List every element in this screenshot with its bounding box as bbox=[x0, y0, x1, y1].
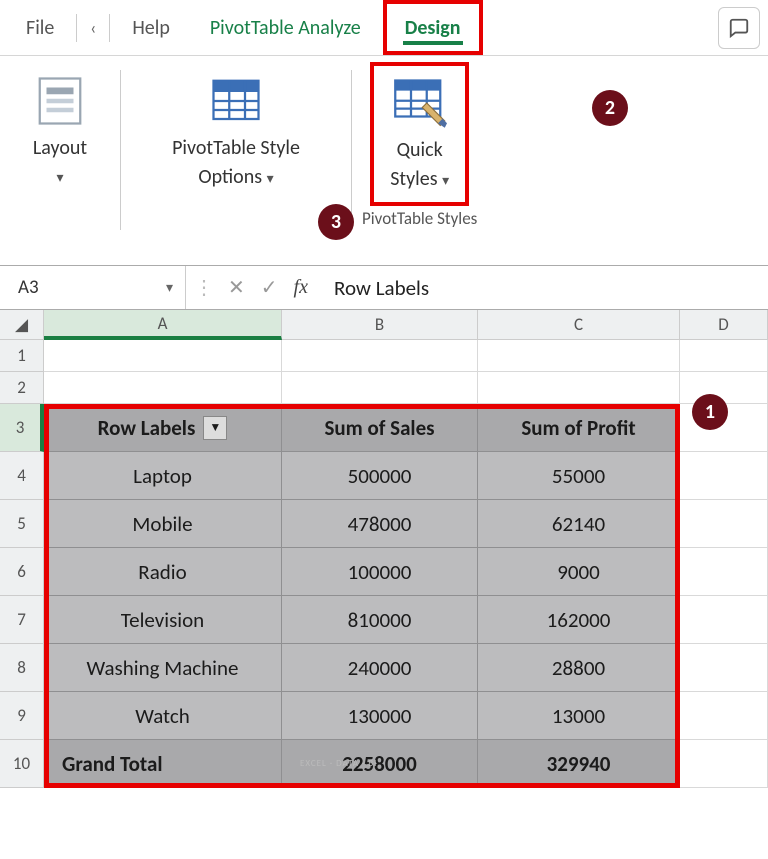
row-header-4[interactable]: 4 bbox=[0, 452, 44, 500]
quick-styles-text-1: Quick bbox=[397, 138, 443, 163]
tab-design-highlight: Design bbox=[383, 0, 483, 55]
quick-styles-button[interactable]: Quick Styles ▾ bbox=[370, 62, 469, 206]
column-headers: ◢ A B C D bbox=[0, 310, 768, 340]
column-header-a[interactable]: A bbox=[44, 310, 282, 340]
row-header-3[interactable]: 3 bbox=[0, 404, 44, 452]
chevron-down-icon: ▾ bbox=[56, 169, 63, 186]
ribbon-separator bbox=[351, 70, 352, 230]
chevron-down-icon: ▾ bbox=[267, 170, 274, 187]
quick-styles-text-2: Styles bbox=[390, 167, 437, 191]
name-box-value: A3 bbox=[18, 276, 39, 299]
worksheet: ◢ A B C D 1 2 3 Row Labels ▼ Sum of Sale… bbox=[0, 310, 768, 788]
cell[interactable] bbox=[680, 548, 768, 596]
ribbon-separator bbox=[120, 70, 121, 230]
tab-separator bbox=[109, 14, 110, 42]
row-header-6[interactable]: 6 bbox=[0, 548, 44, 596]
pivot-table-highlight bbox=[44, 404, 680, 788]
ribbon: Layout ▾ PivotTable Style Options ▾ bbox=[0, 56, 768, 266]
tab-design-label: Design bbox=[405, 16, 461, 40]
cell[interactable] bbox=[44, 340, 282, 372]
column-header-b[interactable]: B bbox=[282, 310, 478, 340]
row-header-9[interactable]: 9 bbox=[0, 692, 44, 740]
style-options-label: PivotTable Style Options ▾ bbox=[172, 136, 300, 190]
cell[interactable] bbox=[478, 372, 680, 404]
chevron-down-icon: ▾ bbox=[442, 172, 449, 189]
row-header-10[interactable]: 10 bbox=[0, 740, 44, 788]
ribbon-group-style-options: PivotTable Style Options ▾ bbox=[131, 62, 341, 198]
fx-icon[interactable]: fx bbox=[294, 276, 308, 299]
tab-separator bbox=[76, 14, 77, 42]
cell[interactable] bbox=[680, 596, 768, 644]
formula-bar-buttons: ✕ ✓ fx bbox=[222, 275, 314, 300]
style-options-text-2: Options bbox=[198, 165, 262, 189]
tab-bar: File ‹ Help PivotTable Analyze Design bbox=[0, 0, 768, 56]
layout-text: Layout bbox=[33, 136, 87, 161]
quick-styles-icon bbox=[393, 76, 447, 130]
row-header-7[interactable]: 7 bbox=[0, 596, 44, 644]
cell[interactable] bbox=[282, 372, 478, 404]
cell[interactable] bbox=[680, 340, 768, 372]
comment-icon bbox=[728, 17, 750, 39]
formula-bar-input[interactable]: Row Labels bbox=[322, 275, 429, 301]
tab-pivottable-analyze[interactable]: PivotTable Analyze bbox=[192, 0, 379, 55]
row-header-8[interactable]: 8 bbox=[0, 644, 44, 692]
grid-row: 1 bbox=[0, 340, 768, 372]
ribbon-group-layout: Layout ▾ bbox=[10, 62, 110, 194]
step-badge-3: 3 bbox=[318, 204, 354, 240]
layout-button[interactable]: Layout ▾ bbox=[20, 68, 100, 192]
name-box-divider: ⋮ bbox=[194, 275, 214, 300]
ribbon-group-styles: Quick Styles ▾ PivotTable Styles bbox=[362, 62, 477, 235]
cell[interactable] bbox=[680, 500, 768, 548]
cell[interactable] bbox=[44, 372, 282, 404]
cell[interactable] bbox=[680, 372, 768, 404]
column-header-c[interactable]: C bbox=[478, 310, 680, 340]
layout-label: Layout bbox=[33, 136, 87, 161]
name-box[interactable]: A3 ▾ bbox=[6, 266, 186, 309]
chevron-down-icon: ▾ bbox=[166, 279, 173, 296]
tab-help[interactable]: Help bbox=[114, 0, 188, 55]
cell[interactable] bbox=[680, 644, 768, 692]
row-header-5[interactable]: 5 bbox=[0, 500, 44, 548]
step-badge-1: 1 bbox=[692, 394, 728, 430]
pivottable-style-options-button[interactable]: PivotTable Style Options ▾ bbox=[141, 68, 331, 196]
tab-file[interactable]: File bbox=[8, 0, 72, 55]
ribbon-group-caption: PivotTable Styles bbox=[362, 208, 477, 235]
grid-row: 2 bbox=[0, 372, 768, 404]
select-all-corner[interactable]: ◢ bbox=[0, 310, 44, 340]
cell[interactable] bbox=[680, 740, 768, 788]
cell[interactable] bbox=[282, 340, 478, 372]
row-header-1[interactable]: 1 bbox=[0, 340, 44, 372]
watermark: EXCEL · DATA · BI bbox=[300, 758, 377, 769]
table-options-icon bbox=[209, 74, 263, 128]
row-header-2[interactable]: 2 bbox=[0, 372, 44, 404]
cell[interactable] bbox=[680, 452, 768, 500]
formula-bar: A3 ▾ ⋮ ✕ ✓ fx Row Labels bbox=[0, 266, 768, 310]
cell[interactable] bbox=[680, 692, 768, 740]
tab-design-underline bbox=[403, 41, 463, 45]
style-options-text-1: PivotTable Style bbox=[172, 136, 300, 161]
column-header-d[interactable]: D bbox=[680, 310, 768, 340]
cell[interactable] bbox=[478, 340, 680, 372]
layout-icon bbox=[33, 74, 87, 128]
tab-scroll-left[interactable]: ‹ bbox=[81, 17, 105, 39]
enter-icon[interactable]: ✓ bbox=[261, 275, 278, 300]
comments-button[interactable] bbox=[718, 7, 760, 49]
quick-styles-label: Quick Styles ▾ bbox=[390, 138, 449, 192]
cancel-icon[interactable]: ✕ bbox=[228, 275, 245, 300]
